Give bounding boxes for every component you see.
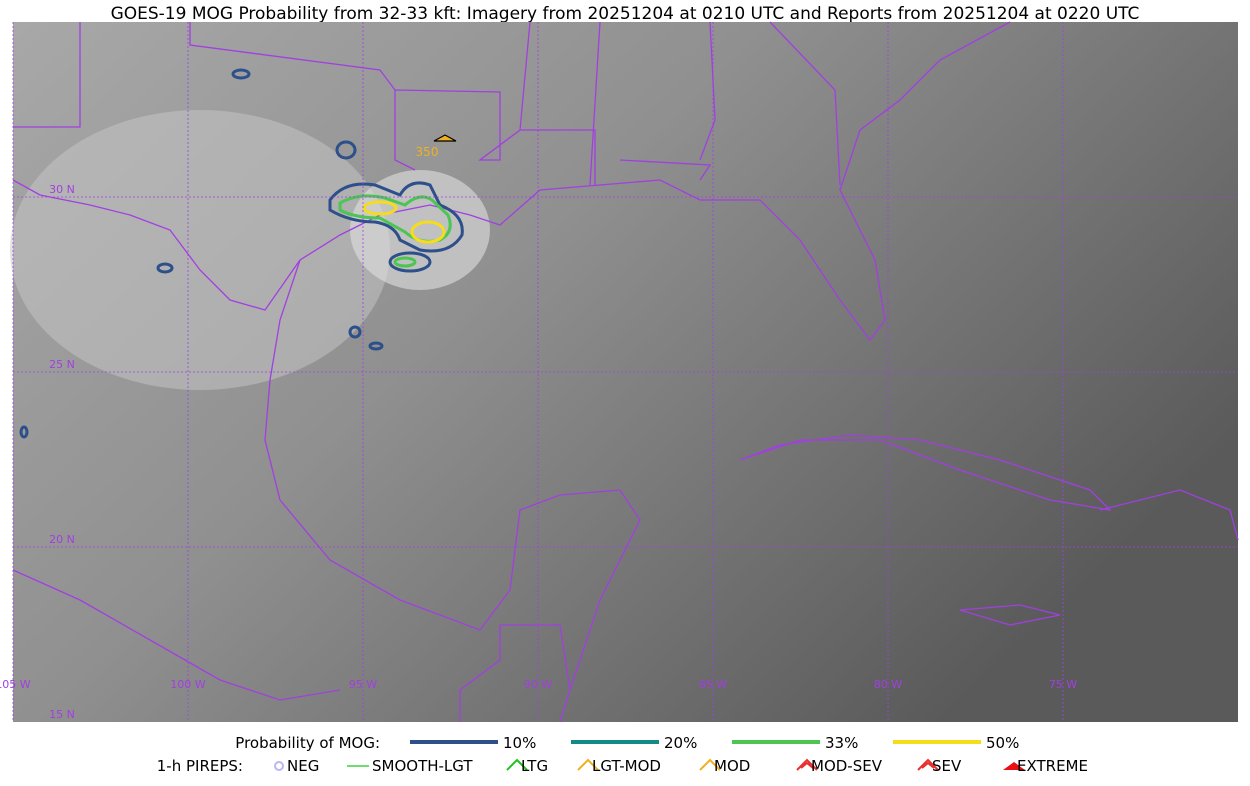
border bbox=[13, 21, 841, 186]
lat-label: 15 N bbox=[49, 708, 75, 721]
pirep-label: LTG bbox=[521, 757, 548, 775]
cloud bbox=[10, 110, 390, 390]
mog-contours bbox=[19, 68, 464, 439]
pirep-icon bbox=[699, 758, 721, 771]
pirep-icon bbox=[577, 758, 599, 771]
pirep-symbol bbox=[433, 134, 457, 142]
pirep-icon bbox=[1003, 762, 1025, 770]
cloud bbox=[350, 170, 490, 290]
pirep-icon bbox=[274, 761, 284, 771]
lat-label: 20 N bbox=[49, 533, 75, 546]
legend-title: Probability of MOG: bbox=[235, 734, 380, 752]
legend-label: 33% bbox=[825, 734, 858, 752]
legend-label: 20% bbox=[664, 734, 697, 752]
legend: Probability of MOG: 10% 20% 33% 50% 1-h PIREP… bbox=[157, 734, 1088, 775]
pirep-label: MOD-SEV bbox=[811, 757, 883, 775]
legend-label: 10% bbox=[503, 734, 536, 752]
pirep-label: MOD bbox=[714, 757, 750, 775]
pirep-icon bbox=[506, 758, 528, 771]
border bbox=[12, 569, 571, 722]
pirep-label: EXTREME bbox=[1017, 757, 1088, 775]
lon-label: 95 W bbox=[349, 678, 377, 691]
coastline bbox=[12, 21, 1011, 342]
lat-label: 30 N bbox=[49, 183, 75, 196]
title: GOES-19 MOG Probability from 32-33 kft: … bbox=[111, 4, 1140, 24]
coastline bbox=[739, 434, 1112, 511]
pirep-label: SMOOTH-LGT bbox=[372, 757, 473, 775]
lon-label: 100 W bbox=[170, 678, 205, 691]
lat-label: 25 N bbox=[49, 358, 75, 371]
lon-label: 105 W bbox=[0, 678, 31, 691]
pirep-label: LGT-MOD bbox=[592, 757, 661, 775]
report-label: 350 bbox=[416, 145, 439, 159]
pirep-label: NEG bbox=[287, 757, 319, 775]
pirep-icon bbox=[917, 758, 939, 771]
pirep-label: SEV bbox=[932, 757, 962, 775]
legend-label: 50% bbox=[986, 734, 1019, 752]
lon-label: 80 W bbox=[874, 678, 902, 691]
lon-label: 85 W bbox=[699, 678, 727, 691]
pireps-title: 1-h PIREPS: bbox=[157, 757, 243, 775]
pirep-icon bbox=[796, 758, 818, 771]
coastline bbox=[264, 259, 641, 723]
lon-label: 75 W bbox=[1049, 678, 1077, 691]
lon-label: 90 W bbox=[524, 678, 552, 691]
coastline bbox=[959, 489, 1239, 626]
graticule: 30 N 25 N 20 N 15 N 105 W 100 W 95 W 90 W 85 W 80… bbox=[0, 22, 1238, 722]
